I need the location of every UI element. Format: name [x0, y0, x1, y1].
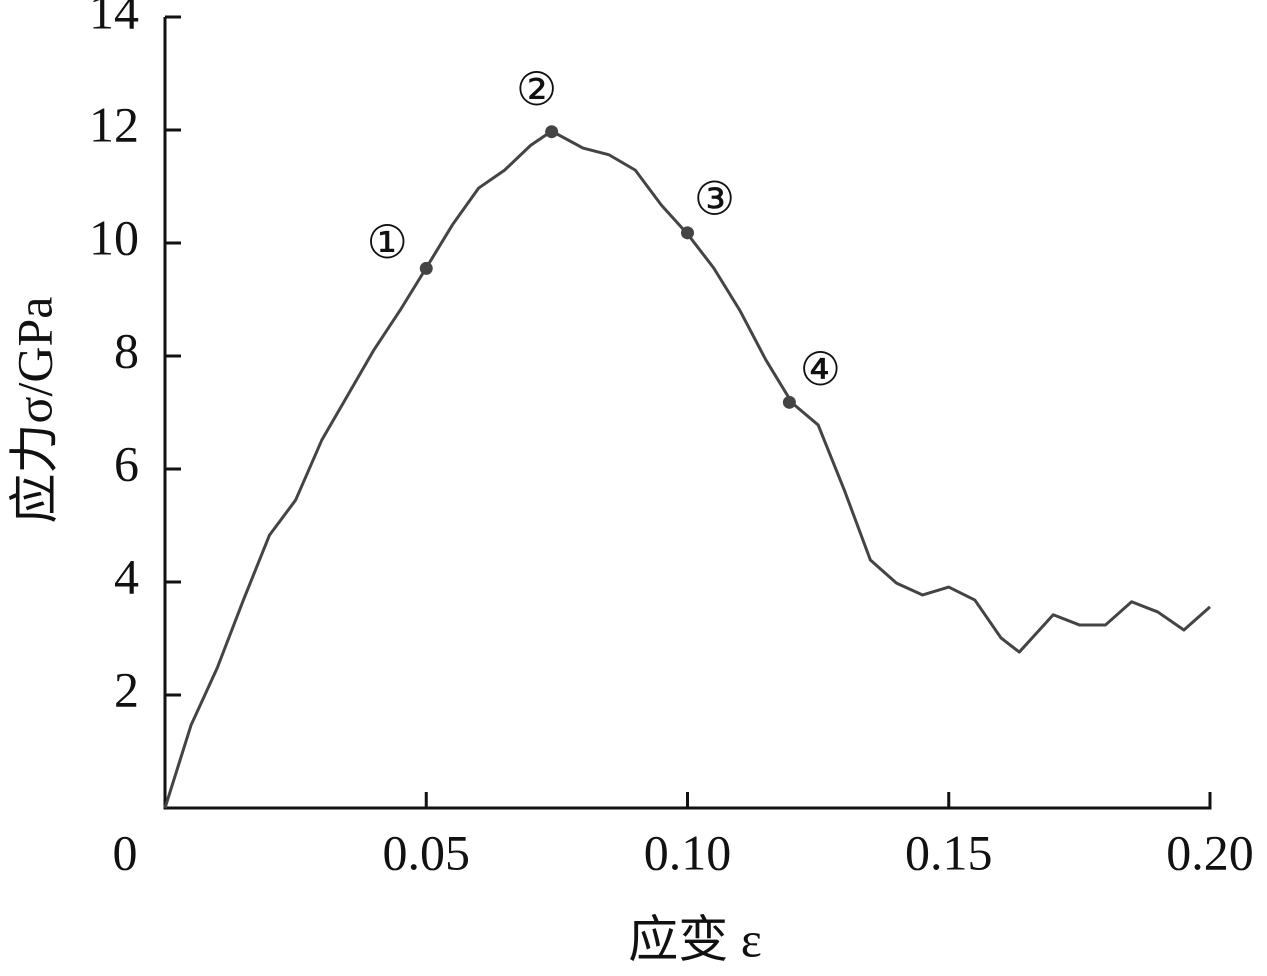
x-tick-label: 0.05 — [383, 824, 471, 880]
y-tick-label: 6 — [114, 435, 139, 491]
annotation-label: ② — [516, 62, 557, 116]
annotation-point — [545, 125, 559, 139]
annotation-point — [419, 261, 433, 275]
y-tick-label: 4 — [114, 548, 139, 604]
annotation-point — [782, 395, 796, 409]
y-tick-label: 14 — [89, 0, 139, 39]
x-tick-label: 0.15 — [905, 824, 993, 880]
y-axis-label: 应力σ/GPa — [6, 297, 62, 524]
annotation-label: ① — [367, 215, 408, 269]
x-tick-label: 0.10 — [644, 824, 732, 880]
x-tick-label: 0 — [113, 824, 138, 880]
x-axis-label: 应变 ε — [628, 911, 762, 967]
y-tick-label: 8 — [114, 322, 139, 378]
annotation-label: ③ — [694, 171, 735, 225]
y-tick-label: 12 — [89, 96, 139, 152]
y-tick-label: 2 — [114, 661, 139, 717]
x-tick-label: 0.20 — [1166, 824, 1254, 880]
y-tick-label: 10 — [89, 209, 139, 265]
annotation-label: ④ — [800, 342, 841, 396]
annotation-point — [681, 226, 694, 240]
